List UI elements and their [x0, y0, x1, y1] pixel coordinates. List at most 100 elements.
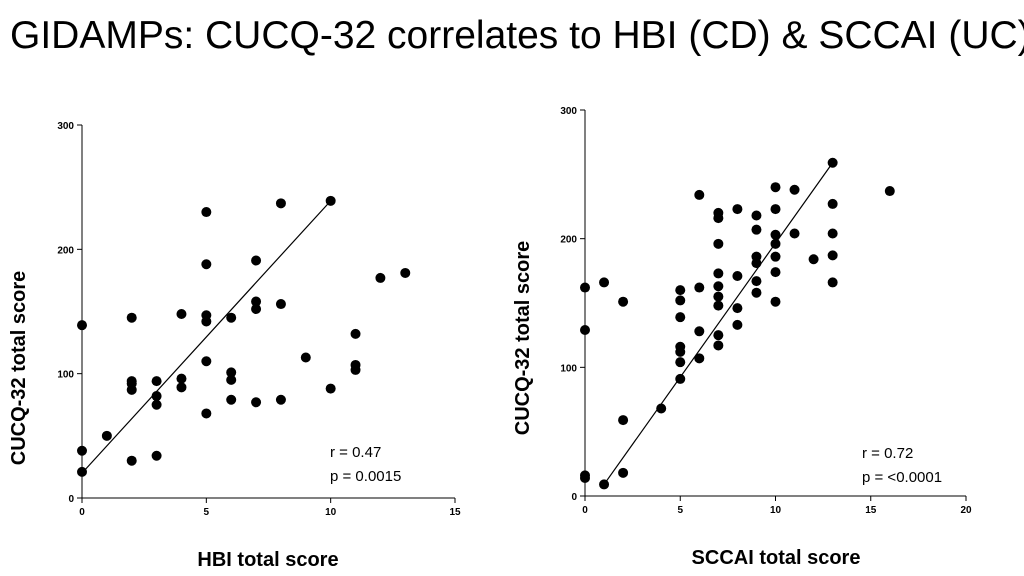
- hbi-data-point: [77, 445, 87, 456]
- hbi-data-point: [201, 207, 212, 218]
- sccai-data-point: [789, 184, 800, 195]
- sccai-data-point: [827, 250, 838, 261]
- sccai-data-point: [770, 238, 781, 249]
- sccai-data-point: [599, 277, 610, 288]
- hbi-data-point: [151, 391, 162, 402]
- hbi-x-tick-label: 15: [449, 507, 461, 518]
- sccai-data-point: [694, 189, 705, 200]
- hbi-data-point: [151, 376, 162, 387]
- sccai-data-point: [599, 479, 610, 490]
- sccai-x-tick-label: 15: [865, 505, 877, 516]
- sccai-data-point: [713, 291, 724, 302]
- sccai-regression-line: [603, 162, 834, 485]
- sccai-data-point: [694, 353, 705, 364]
- sccai-data-point: [732, 319, 743, 330]
- sccai-data-point: [808, 254, 819, 265]
- sccai-data-point: [732, 303, 743, 314]
- hbi-data-point: [300, 352, 311, 363]
- sccai-x-tick-label: 10: [770, 505, 782, 516]
- sccai-y-axis-label: CUCQ-32 total score: [512, 241, 534, 436]
- sccai-data-point: [713, 330, 724, 341]
- sccai-data-point: [580, 325, 590, 336]
- sccai-data-point: [751, 287, 762, 298]
- sccai-data-point: [713, 281, 724, 292]
- hbi-data-point: [275, 198, 286, 209]
- sccai-data-point: [827, 198, 838, 209]
- hbi-data-point: [350, 328, 361, 339]
- sccai-data-point: [770, 267, 781, 278]
- hbi-x-tick-label: 10: [325, 507, 337, 518]
- hbi-data-point: [151, 450, 162, 461]
- hbi-data-point: [77, 466, 87, 477]
- sccai-data-point: [827, 157, 838, 168]
- hbi-y-tick-label: 300: [57, 121, 74, 132]
- sccai-x-tick-label: 20: [960, 505, 972, 516]
- hbi-data-point: [176, 382, 187, 393]
- hbi-x-tick-label: 0: [79, 507, 85, 518]
- sccai-data-point: [656, 403, 667, 414]
- sccai-data-point: [770, 204, 781, 215]
- sccai-data-point: [580, 282, 590, 293]
- hbi-data-point: [226, 312, 237, 323]
- sccai-data-point: [751, 258, 762, 269]
- hbi-p-value: p = 0.0015: [330, 468, 401, 485]
- hbi-x-axis-label: HBI total score: [197, 549, 338, 571]
- sccai-r-value: r = 0.72: [862, 445, 913, 462]
- sccai-data-point: [618, 296, 629, 307]
- hbi-data-point: [251, 304, 262, 315]
- hbi-data-point: [77, 320, 87, 331]
- hbi-data-point: [251, 397, 262, 408]
- page-title: GIDAMPs: CUCQ-32 correlates to HBI (CD) …: [10, 14, 1024, 57]
- sccai-data-point: [694, 326, 705, 337]
- sccai-data-point: [618, 467, 629, 478]
- hbi-data-point: [226, 394, 237, 405]
- sccai-data-point: [751, 210, 762, 221]
- sccai-x-tick-label: 5: [677, 505, 683, 516]
- hbi-y-tick-label: 0: [68, 494, 74, 505]
- sccai-data-point: [675, 357, 686, 368]
- sccai-data-point: [713, 300, 724, 311]
- hbi-data-point: [201, 408, 212, 419]
- hbi-scatter-plot: 0 100 200 300 0 5 10 15 CUCQ-32 total score HBI t…: [8, 121, 461, 571]
- sccai-data-point: [713, 213, 724, 224]
- sccai-y-tick-label: 0: [571, 492, 577, 503]
- sccai-data-point: [694, 282, 705, 293]
- hbi-data-point: [325, 383, 336, 394]
- hbi-data-point: [176, 373, 187, 384]
- sccai-data-point: [618, 415, 629, 426]
- sccai-data-point: [884, 186, 895, 197]
- sccai-data-point: [751, 224, 762, 235]
- sccai-data-point: [675, 312, 686, 323]
- sccai-data-point: [770, 251, 781, 262]
- sccai-data-point: [580, 472, 590, 483]
- hbi-x-tick-label: 5: [204, 507, 210, 518]
- sccai-y-tick-label: 100: [560, 363, 577, 374]
- sccai-y-tick-label: 200: [560, 235, 577, 246]
- hbi-data-point: [126, 312, 137, 323]
- hbi-data-point: [226, 374, 237, 385]
- sccai-data-point: [789, 228, 800, 239]
- sccai-data-point: [675, 346, 686, 357]
- hbi-y-tick-label: 100: [57, 370, 74, 381]
- sccai-data-point: [751, 276, 762, 287]
- sccai-data-point: [713, 340, 724, 351]
- hbi-data-point: [176, 308, 187, 319]
- sccai-data-point: [732, 270, 743, 281]
- sccai-x-tick-label: 0: [582, 505, 588, 516]
- sccai-y-tick-label: 300: [560, 106, 577, 117]
- hbi-data-point: [201, 316, 212, 327]
- sccai-data-point: [713, 238, 724, 249]
- hbi-data-point: [126, 384, 137, 395]
- hbi-data-point: [126, 455, 137, 466]
- sccai-data-point: [713, 268, 724, 279]
- hbi-data-point: [226, 367, 237, 378]
- hbi-data-point: [201, 356, 212, 367]
- hbi-data-point: [101, 430, 112, 441]
- sccai-data-point: [675, 295, 686, 306]
- hbi-data-point: [400, 267, 411, 278]
- sccai-data-point: [770, 182, 781, 193]
- sccai-data-point: [732, 204, 743, 215]
- sccai-data-point: [827, 228, 838, 239]
- sccai-data-point: [770, 296, 781, 307]
